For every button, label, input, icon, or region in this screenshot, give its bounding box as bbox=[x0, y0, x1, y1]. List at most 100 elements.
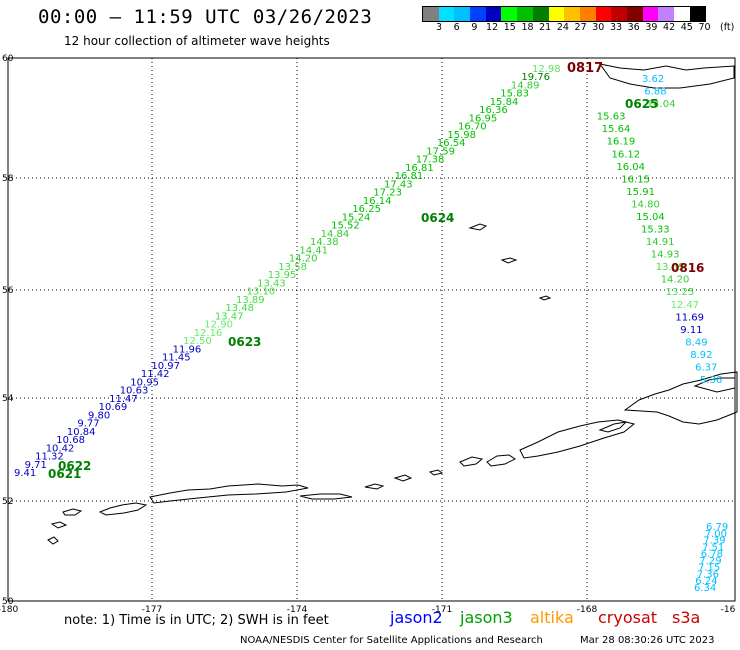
wave-height-value: 17.38 bbox=[416, 155, 445, 166]
wave-height-value: 9.71 bbox=[25, 460, 47, 471]
colorbar-ticks: 3 6 9 12 15 18 21 24 27 30 33 36 39 42 45 70 bbox=[422, 22, 740, 34]
wave-height-value: 14.20 bbox=[661, 275, 690, 286]
wave-height-value: 10.97 bbox=[151, 361, 180, 372]
wave-height-value: 13.25 bbox=[666, 287, 695, 298]
wave-height-value: 11.96 bbox=[173, 344, 202, 355]
latitude-label: 54 bbox=[2, 394, 14, 404]
satellite-legend-item: s3a bbox=[672, 608, 701, 627]
wave-height-value: 9.41 bbox=[14, 468, 36, 479]
wave-height-value: 9.77 bbox=[77, 419, 99, 430]
wave-height-value: 15.91 bbox=[626, 187, 655, 198]
wave-height-value: 6.88 bbox=[644, 87, 666, 98]
wave-height-value: 10.95 bbox=[130, 377, 159, 388]
pass-time-label: 0624 bbox=[421, 211, 454, 225]
colorbar-swatch bbox=[470, 7, 486, 21]
wave-height-value: 11.32 bbox=[35, 452, 64, 463]
wave-height-value: 7.36 bbox=[697, 569, 719, 580]
colorbar-tick-label: 18 bbox=[521, 22, 534, 33]
colorbar-tick-label: 42 bbox=[663, 22, 676, 33]
map-subtitle: 12 hour collection of altimeter wave hei… bbox=[64, 34, 330, 48]
wave-height-value: 14.80 bbox=[631, 199, 660, 210]
colorbar-unit: (ft) bbox=[720, 22, 735, 33]
wave-height-value: 12.90 bbox=[204, 320, 233, 331]
colorbar-swatch bbox=[564, 7, 580, 21]
colorbar-tick-label: 45 bbox=[680, 22, 693, 33]
map-title: 00:00 – 11:59 UTC 03/26/2023 bbox=[38, 6, 373, 28]
wave-height-value: 16.15 bbox=[621, 174, 650, 185]
generated-time: Mar 28 08:30:26 UTC 2023 bbox=[580, 635, 715, 646]
longitude-label: -168 bbox=[577, 605, 598, 615]
colorbar-swatch bbox=[438, 7, 455, 21]
colorbar-swatch bbox=[658, 7, 674, 21]
colorbar-tick-label: 9 bbox=[471, 22, 478, 33]
colorbar-swatch bbox=[626, 7, 643, 21]
latitude-label: 60 bbox=[2, 54, 14, 64]
latitude-label: 52 bbox=[2, 497, 13, 507]
wave-height-value: 6.37 bbox=[695, 363, 717, 374]
longitude-label: -174 bbox=[287, 605, 308, 615]
colorbar-swatch bbox=[689, 7, 706, 21]
colorbar-tick-label: 39 bbox=[645, 22, 658, 33]
longitude-label: -16 bbox=[721, 605, 736, 615]
colorbar-swatch bbox=[642, 7, 659, 21]
colorbar-tick-label: 36 bbox=[627, 22, 640, 33]
pass-time-label: 0622 bbox=[58, 459, 91, 473]
wave-height-value: 13.89 bbox=[236, 295, 265, 306]
wave-height-value: 10.68 bbox=[56, 435, 85, 446]
wave-height-value: 7.29 bbox=[699, 556, 721, 567]
wave-height-value: 8.92 bbox=[690, 350, 712, 361]
wave-height-value: 14.91 bbox=[646, 237, 675, 248]
wave-height-value: 14.89 bbox=[511, 81, 540, 92]
wave-height-value: 16.12 bbox=[612, 149, 641, 160]
wave-height-value: 16.54 bbox=[437, 138, 466, 149]
wave-height-value: 17.23 bbox=[373, 188, 402, 199]
wave-height-value: 3.62 bbox=[642, 74, 664, 85]
map-frame bbox=[7, 57, 736, 602]
longitude-label: -171 bbox=[432, 605, 452, 615]
wave-height-value: 8.49 bbox=[685, 337, 707, 348]
wave-height-value: 14.41 bbox=[299, 245, 328, 256]
colorbar-swatch bbox=[454, 7, 471, 21]
colorbar-swatch bbox=[595, 7, 612, 21]
wave-height-value: 12.16 bbox=[194, 328, 223, 339]
wave-height-value: 15.24 bbox=[342, 212, 371, 223]
wave-height-value: 16.81 bbox=[405, 163, 434, 174]
wave-height-value: 7.51 bbox=[702, 542, 724, 553]
colorbar-swatch bbox=[501, 7, 518, 21]
colorbar-tick-label: 30 bbox=[592, 22, 605, 33]
wave-height-value: 16.04 bbox=[616, 162, 645, 173]
colorbar-tick-label: 12 bbox=[486, 22, 499, 33]
wave-height-value: 15.98 bbox=[447, 130, 476, 141]
wave-height-value: 11.47 bbox=[109, 394, 138, 405]
latitude-label: 50 bbox=[2, 597, 14, 607]
colorbar-tick-label: 15 bbox=[503, 22, 516, 33]
credit-text: NOAA/NESDIS Center for Satellite Applica… bbox=[240, 635, 543, 646]
wave-height-value: 13.43 bbox=[257, 278, 286, 289]
wave-height-value: 7.39 bbox=[703, 536, 725, 547]
wave-height-value: 5.36 bbox=[700, 375, 722, 386]
wave-height-value: 7.00 bbox=[705, 529, 727, 540]
colorbar-tick-label: 27 bbox=[574, 22, 587, 33]
wave-height-value: 16.36 bbox=[479, 105, 508, 116]
satellite-legend-item: cryosat bbox=[598, 608, 658, 627]
wave-height-value: 7.15 bbox=[698, 563, 720, 574]
wave-height-value: 15.52 bbox=[331, 221, 360, 232]
wave-height-value: 13.95 bbox=[268, 270, 297, 281]
satellite-legend-item: jason2 bbox=[390, 608, 443, 627]
colorbar-swatch bbox=[579, 7, 596, 21]
wave-height-value: 9.11 bbox=[680, 325, 702, 336]
wave-height-value: 13.58 bbox=[278, 262, 307, 273]
longitude-label: -180 bbox=[0, 605, 18, 615]
wave-height-value: 10.63 bbox=[120, 386, 149, 397]
wave-height-value: 14.04 bbox=[647, 99, 676, 110]
wave-height-value: 14.93 bbox=[651, 250, 680, 261]
wave-height-value: 16.14 bbox=[363, 196, 392, 207]
wave-height-colorbar bbox=[422, 6, 707, 22]
wave-height-value: 16.25 bbox=[352, 204, 381, 215]
latitude-label: 56 bbox=[2, 286, 14, 296]
wave-height-value: 15.63 bbox=[597, 112, 626, 123]
wave-height-value: 16.70 bbox=[458, 122, 487, 133]
wave-height-value: 14.20 bbox=[289, 254, 318, 265]
colorbar-tick-label: 70 bbox=[698, 22, 711, 33]
wave-height-value: 16.95 bbox=[469, 114, 498, 125]
